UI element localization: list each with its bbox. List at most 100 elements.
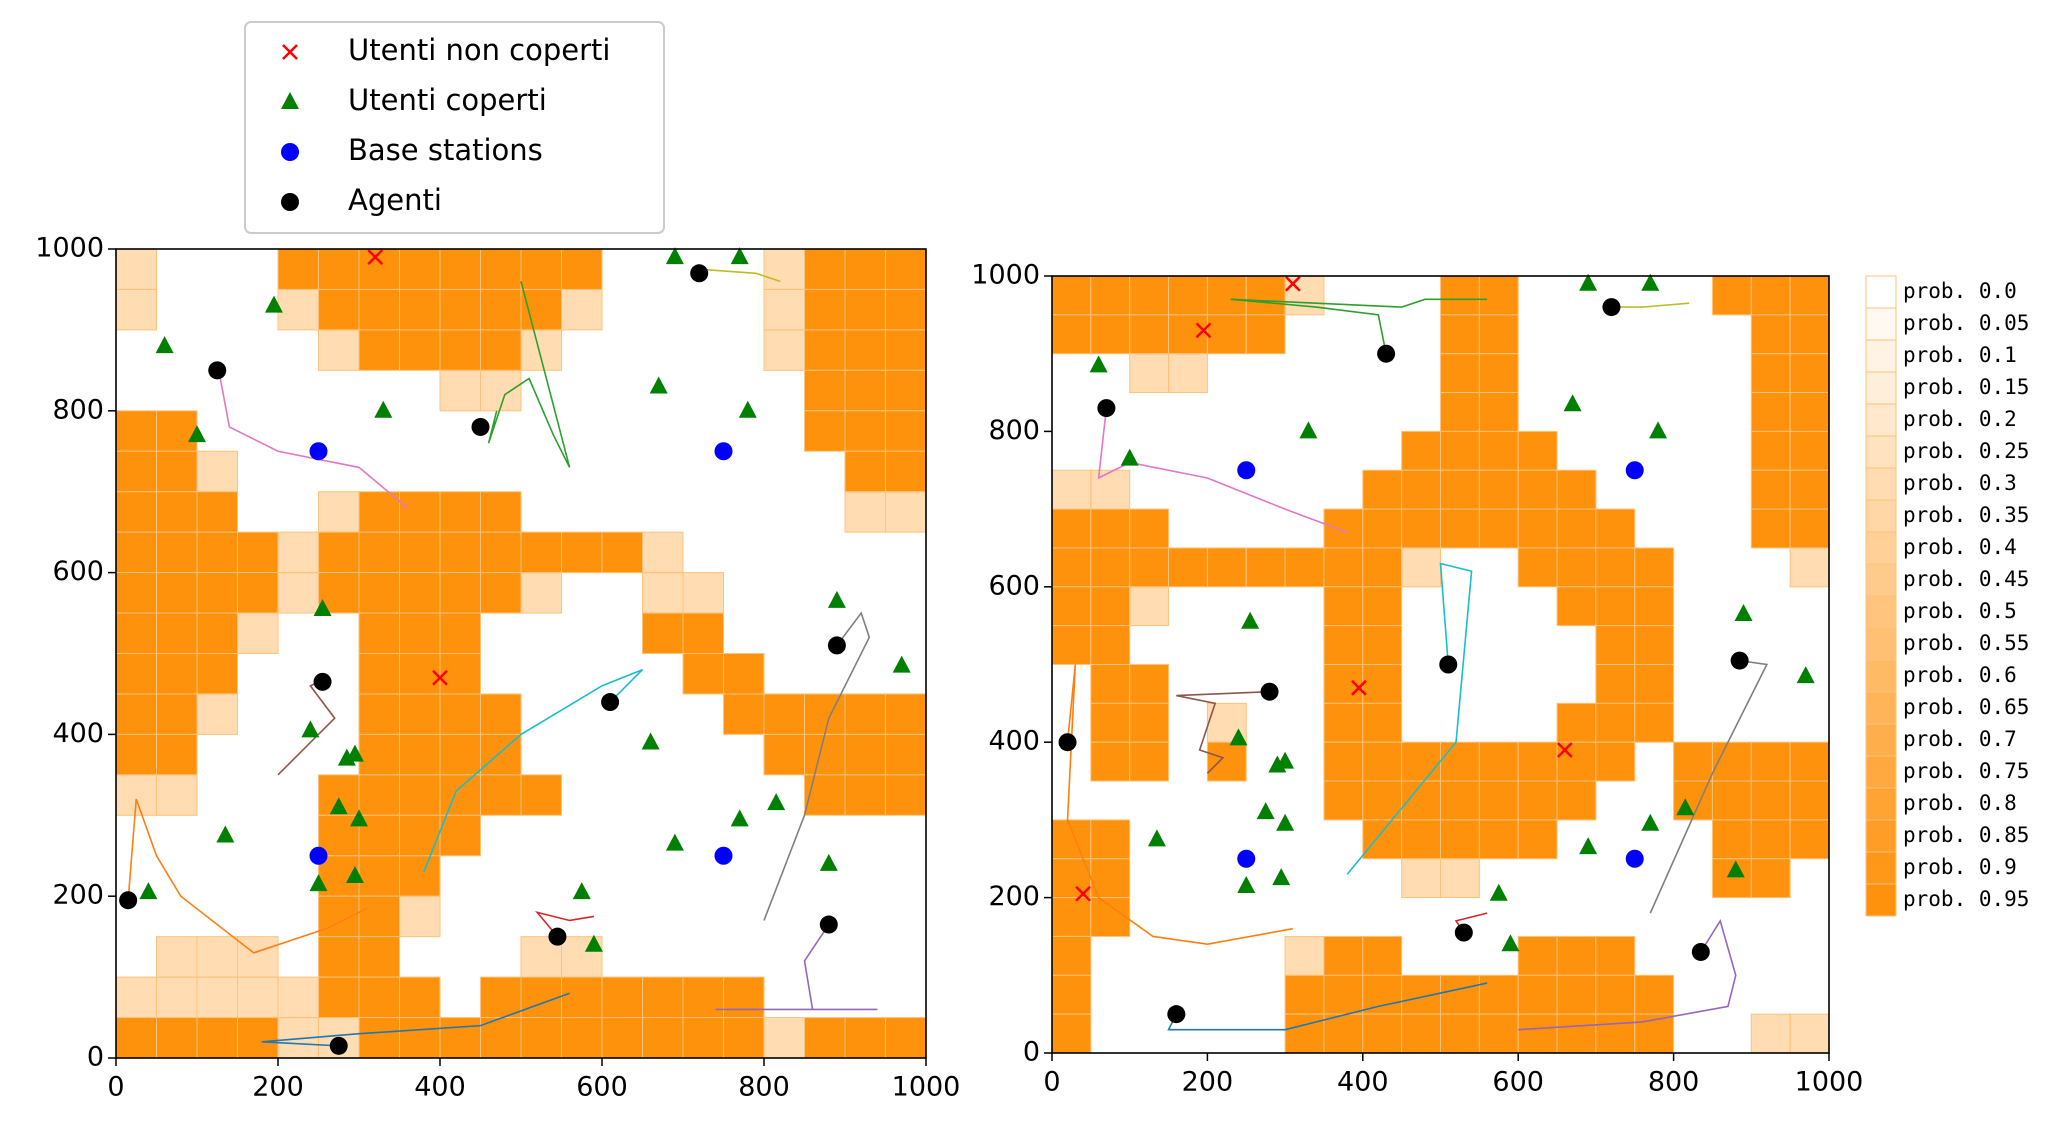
y-tick-label: 0 xyxy=(87,1042,104,1073)
heat-cell xyxy=(1711,780,1752,821)
heat-cell xyxy=(763,248,805,290)
marker-triangle xyxy=(155,336,174,354)
heat-legend-label: prob. 0.55 xyxy=(1903,631,2029,655)
heat-cell xyxy=(238,451,279,491)
heat-cell xyxy=(642,572,684,614)
heat-cell xyxy=(1750,508,1791,549)
heat-cell xyxy=(116,370,157,410)
heat-cell xyxy=(1674,393,1713,432)
heat-cell xyxy=(400,370,441,410)
marker-triangle xyxy=(1120,448,1139,466)
heat-cell xyxy=(804,329,846,371)
marker-circle xyxy=(119,891,138,910)
heat-cell xyxy=(1517,547,1558,588)
heat-cell xyxy=(196,612,238,654)
marker-circle xyxy=(208,361,227,380)
heat-cell xyxy=(1402,354,1441,393)
marker-triangle xyxy=(819,853,838,871)
heat-cell xyxy=(1207,898,1246,937)
marker-triangle xyxy=(1641,273,1660,291)
heat-cell xyxy=(886,815,927,855)
heat-cell xyxy=(439,248,481,290)
heat-cell xyxy=(1595,547,1636,588)
heat-cell xyxy=(764,896,805,936)
heat-cell xyxy=(115,491,157,533)
heat-cell xyxy=(1091,1014,1130,1053)
heat-cell xyxy=(1401,508,1442,549)
heat-cell xyxy=(562,734,603,774)
y-tick-label: 800 xyxy=(988,415,1040,446)
heat-cell xyxy=(1711,275,1752,316)
heat-cell xyxy=(1789,780,1830,821)
heat-cell xyxy=(439,814,481,857)
heat-cell xyxy=(480,329,522,371)
heat-cell xyxy=(1790,975,1829,1014)
marker-triangle xyxy=(1256,802,1275,820)
heat-cell xyxy=(1285,626,1324,665)
heat-cell xyxy=(157,289,198,329)
heat-cell xyxy=(643,289,684,329)
heat-cell xyxy=(196,936,238,978)
heat-cell xyxy=(683,289,724,329)
heat-cell xyxy=(318,531,360,574)
heat-cell xyxy=(1518,315,1557,354)
heat-cell xyxy=(1051,625,1092,666)
heat-cell xyxy=(481,451,522,491)
heat-cell xyxy=(1440,1013,1480,1054)
heat-cell xyxy=(1130,626,1169,665)
heat-cell xyxy=(358,531,400,574)
heat-cell xyxy=(1518,587,1557,626)
heat-cell xyxy=(237,572,279,614)
heat-cell xyxy=(1169,936,1208,975)
heat-cell xyxy=(1402,393,1441,432)
heat-legend-label: prob. 0.5 xyxy=(1903,599,2017,623)
heat-cell xyxy=(1440,858,1480,899)
heat-cell xyxy=(885,288,927,331)
heat-cell xyxy=(1789,469,1830,510)
heat-cell xyxy=(196,976,238,1019)
heat-legend-swatch xyxy=(1865,307,1897,341)
heat-cell xyxy=(1324,820,1363,859)
heat-cell xyxy=(562,815,603,855)
heat-cell xyxy=(318,329,360,371)
heat-legend-swatch xyxy=(1865,499,1897,533)
heat-cell xyxy=(1478,741,1519,782)
heat-legend-label: prob. 0.95 xyxy=(1903,887,2029,911)
marker-circle xyxy=(329,1036,348,1055)
heat-cell xyxy=(237,976,279,1019)
heat-cell xyxy=(1751,703,1790,742)
heat-cell xyxy=(642,1017,684,1059)
heat-legend-swatch xyxy=(1865,819,1897,853)
heat-cell xyxy=(156,653,198,695)
heat-cell xyxy=(844,693,886,735)
heat-cell xyxy=(1789,430,1830,471)
marker-triangle xyxy=(1089,355,1108,373)
heat-legend-swatch xyxy=(1865,659,1897,693)
heat-cell xyxy=(804,1017,846,1059)
heat-cell xyxy=(115,612,157,654)
heat-cell xyxy=(1207,393,1246,432)
heat-cell xyxy=(318,936,360,978)
heat-cell xyxy=(1634,664,1675,704)
heat-cell xyxy=(1130,470,1169,509)
heat-cell xyxy=(1478,275,1519,316)
heat-cell xyxy=(238,411,279,451)
marker-triangle xyxy=(1272,868,1291,886)
heat-cell xyxy=(1518,859,1557,898)
heat-cell xyxy=(1479,626,1518,665)
heat-legend-label: prob. 0.3 xyxy=(1903,471,2017,495)
heat-cell xyxy=(1362,702,1403,743)
heat-cell xyxy=(1556,780,1597,821)
heat-cell xyxy=(764,573,805,613)
heat-cell xyxy=(1207,626,1246,665)
x-tick-label: 200 xyxy=(252,1072,304,1103)
heat-cell xyxy=(481,856,522,896)
x-tick-label: 800 xyxy=(1648,1067,1700,1098)
heat-cell xyxy=(1750,430,1791,471)
heat-cell xyxy=(318,976,360,1019)
heat-cell xyxy=(1635,354,1674,393)
heat-cell xyxy=(1363,276,1402,315)
heat-cell xyxy=(399,733,441,776)
heat-cell xyxy=(1750,819,1791,860)
axes-frame xyxy=(115,248,927,1059)
